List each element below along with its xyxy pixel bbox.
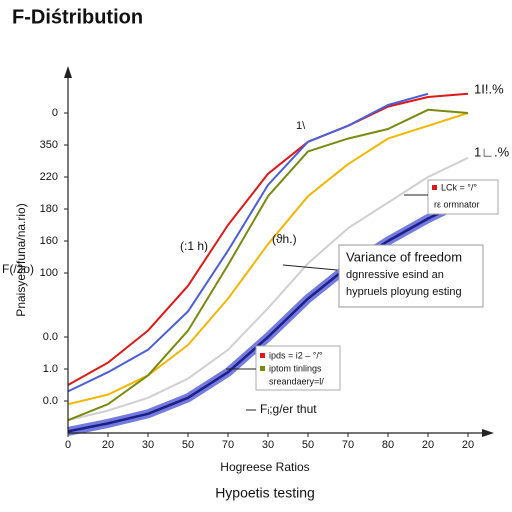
- y-label-rotated: Pnaisyesrfuna/na.rio): [14, 203, 28, 316]
- x-tick-label: 0: [65, 439, 71, 451]
- annotation: (ϑh.): [272, 232, 297, 246]
- y-tick-label: 220: [40, 171, 58, 183]
- footer: Hypoetis testing: [215, 485, 315, 501]
- x-tick-label: 30: [262, 439, 274, 451]
- y-tick-label: 160: [40, 235, 58, 247]
- y-label: F(/2o): [2, 262, 34, 276]
- legend-text: ipds = i2 – °/°: [269, 350, 323, 360]
- series-line: [67, 112, 469, 406]
- legend-text: sreandaery=l/: [269, 376, 324, 386]
- series-line: [67, 92, 469, 386]
- annotation: 1I!.%: [474, 81, 504, 96]
- x-tick-label: 50: [302, 439, 314, 451]
- annotation: 1\: [296, 120, 306, 132]
- x-tick-label: 70: [222, 439, 234, 451]
- x-label: Hogreese Ratios: [220, 460, 309, 474]
- text-box: [338, 244, 484, 308]
- annotation: 1∟.%: [474, 144, 510, 159]
- legend-swatch: [432, 185, 437, 190]
- box-line: Variance of freedom: [346, 249, 462, 264]
- legend-swatch: [260, 366, 265, 371]
- plot: [67, 92, 470, 436]
- legend-bottom: [255, 345, 341, 391]
- pointer: [282, 264, 338, 271]
- y-tick-label: 0: [52, 107, 58, 119]
- chart-title: F-Diśtribution: [12, 6, 143, 28]
- legend-text: iptom tinlings: [269, 363, 322, 373]
- series-line: [67, 198, 469, 433]
- y-tick-label: 100: [40, 267, 58, 279]
- legend-text: LCk = °/°: [441, 182, 477, 192]
- series-line: [67, 92, 429, 393]
- y-tick-label: 180: [40, 203, 58, 215]
- annotation: (:1 h): [180, 239, 208, 253]
- series-line: [67, 156, 469, 422]
- y-tick-label: 0.0: [43, 331, 58, 343]
- annotation: Fᵢ;ɡ/er thut: [260, 402, 317, 416]
- x-tick-label: 70: [342, 439, 354, 451]
- x-tick-label: 80: [382, 439, 394, 451]
- series-line: [67, 108, 469, 422]
- legend-top: [427, 179, 499, 215]
- x-tick-label: 20: [102, 439, 114, 451]
- box-line: dgnressive esind an: [346, 269, 444, 281]
- x-tick-label: 20: [462, 439, 474, 451]
- x-tick-label: 20: [422, 439, 434, 451]
- y-tick-label: 350: [40, 139, 58, 151]
- x-tick-label: 30: [142, 439, 154, 451]
- series-band: [67, 195, 470, 436]
- x-tick-label: 50: [182, 439, 194, 451]
- legend-swatch: [260, 353, 265, 358]
- legend-text: rε ormnator: [434, 199, 480, 209]
- box-line: hypruels ployung esting: [346, 286, 462, 298]
- x-arrow: [482, 429, 494, 437]
- y-tick-label: 1.0: [43, 363, 58, 375]
- y-tick-label: 0.0: [43, 395, 58, 407]
- y-arrow: [64, 66, 72, 78]
